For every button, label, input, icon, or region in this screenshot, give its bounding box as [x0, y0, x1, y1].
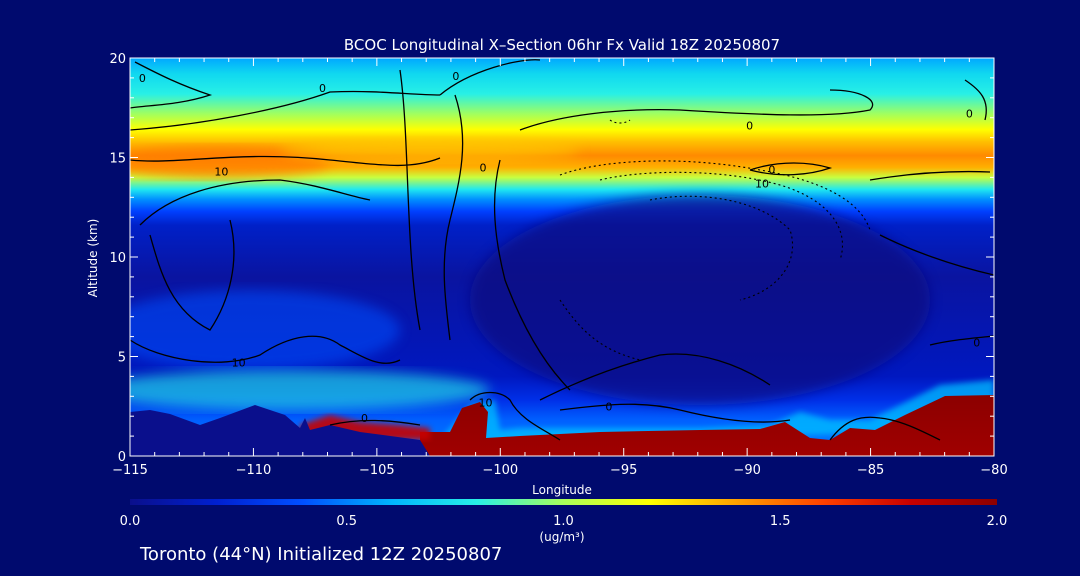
clean-air-region [470, 195, 930, 405]
contour-line [149, 219, 235, 331]
contour-label: 0 [480, 161, 487, 174]
dotted-contour-line [559, 299, 641, 361]
contour-label: 10 [214, 165, 228, 178]
contour-label: 10 [755, 177, 769, 190]
contour-label: 0 [319, 82, 326, 95]
contour-line [130, 61, 213, 109]
dotted-contour-lines [559, 119, 871, 361]
contour-line [443, 94, 464, 341]
contour-label: 0 [746, 120, 753, 133]
contour-line [749, 162, 833, 176]
y-tick-label: 15 [109, 152, 126, 167]
contour-line [329, 419, 421, 426]
contour-line [130, 335, 401, 364]
contour-label: 0 [605, 400, 612, 413]
x-tick-label: −90 [733, 463, 760, 478]
contour-label: 0 [966, 108, 973, 121]
y-tick-label: 20 [109, 52, 126, 67]
contour-line [439, 59, 541, 96]
y-tick-label: 5 [118, 351, 126, 366]
x-tick-label: −110 [236, 463, 272, 478]
terrain [130, 405, 430, 456]
colorbar-unit: (ug/m³) [539, 530, 584, 544]
x-tick-label: −85 [857, 463, 884, 478]
colorbar: 0.0 0.5 1.0 1.5 2.0 (ug/m³) [120, 499, 1008, 544]
contour-label: 10 [232, 356, 246, 369]
x-axis-label: Longitude [532, 483, 592, 497]
contour-line [829, 416, 941, 441]
x-tick-label: −95 [610, 463, 637, 478]
footer-location: Toronto (44°N) Initialized 12Z 20250807 [139, 544, 502, 565]
x-axis: −115 −110 −105 −100 −95 −90 −85 −80 [112, 58, 1008, 478]
smoke-layer-central [280, 138, 580, 162]
contour-line [139, 179, 371, 226]
contour-line [493, 159, 571, 391]
y-tick-label: 0 [118, 450, 126, 465]
dotted-contour-line [599, 171, 844, 261]
concentration-features [130, 138, 994, 456]
contour-label: 0 [452, 70, 459, 83]
boundary-layer-west [130, 370, 490, 410]
contour-line [539, 353, 771, 401]
contour-label: 0 [361, 412, 368, 425]
contour-line [399, 69, 421, 331]
contour-label: 0 [139, 72, 146, 85]
colorbar-bar [130, 499, 997, 505]
colorbar-tick-label: 0.5 [336, 514, 357, 529]
contour-line [964, 79, 987, 121]
contour-line [559, 403, 791, 423]
chart-title: BCOC Longitudinal X–Section 06hr Fx Vali… [344, 36, 780, 54]
dotted-contour-line [609, 119, 631, 124]
colorbar-ticks: 0.0 0.5 1.0 1.5 2.0 [120, 514, 1008, 529]
contour-label: 0 [768, 163, 775, 176]
contour-line [469, 391, 561, 441]
colorbar-tick-label: 1.5 [770, 514, 791, 529]
contour-label: 10 [478, 396, 492, 409]
colorbar-tick-label: 1.0 [553, 514, 574, 529]
y-axis: 0 5 10 15 20 [109, 52, 994, 465]
contour-line [519, 89, 874, 131]
contour-line [929, 335, 994, 346]
contour-line [879, 234, 994, 276]
contour-line [130, 90, 441, 131]
smoke-layer-west [130, 146, 330, 178]
contour-line [869, 170, 991, 181]
x-tick-label: −100 [482, 463, 518, 478]
colorbar-tick-label: 0.0 [120, 514, 141, 529]
contour-label: 0 [973, 337, 980, 350]
colorbar-tick-label: 2.0 [987, 514, 1008, 529]
x-tick-label: −105 [359, 463, 395, 478]
midlevel-west [130, 290, 400, 370]
y-axis-label: Altitude (km) [86, 219, 100, 298]
surface-plume [420, 395, 994, 456]
contour-lines [130, 59, 994, 441]
y-tick-label: 10 [109, 251, 126, 266]
x-tick-label: −80 [980, 463, 1007, 478]
x-tick-label: −115 [112, 463, 148, 478]
